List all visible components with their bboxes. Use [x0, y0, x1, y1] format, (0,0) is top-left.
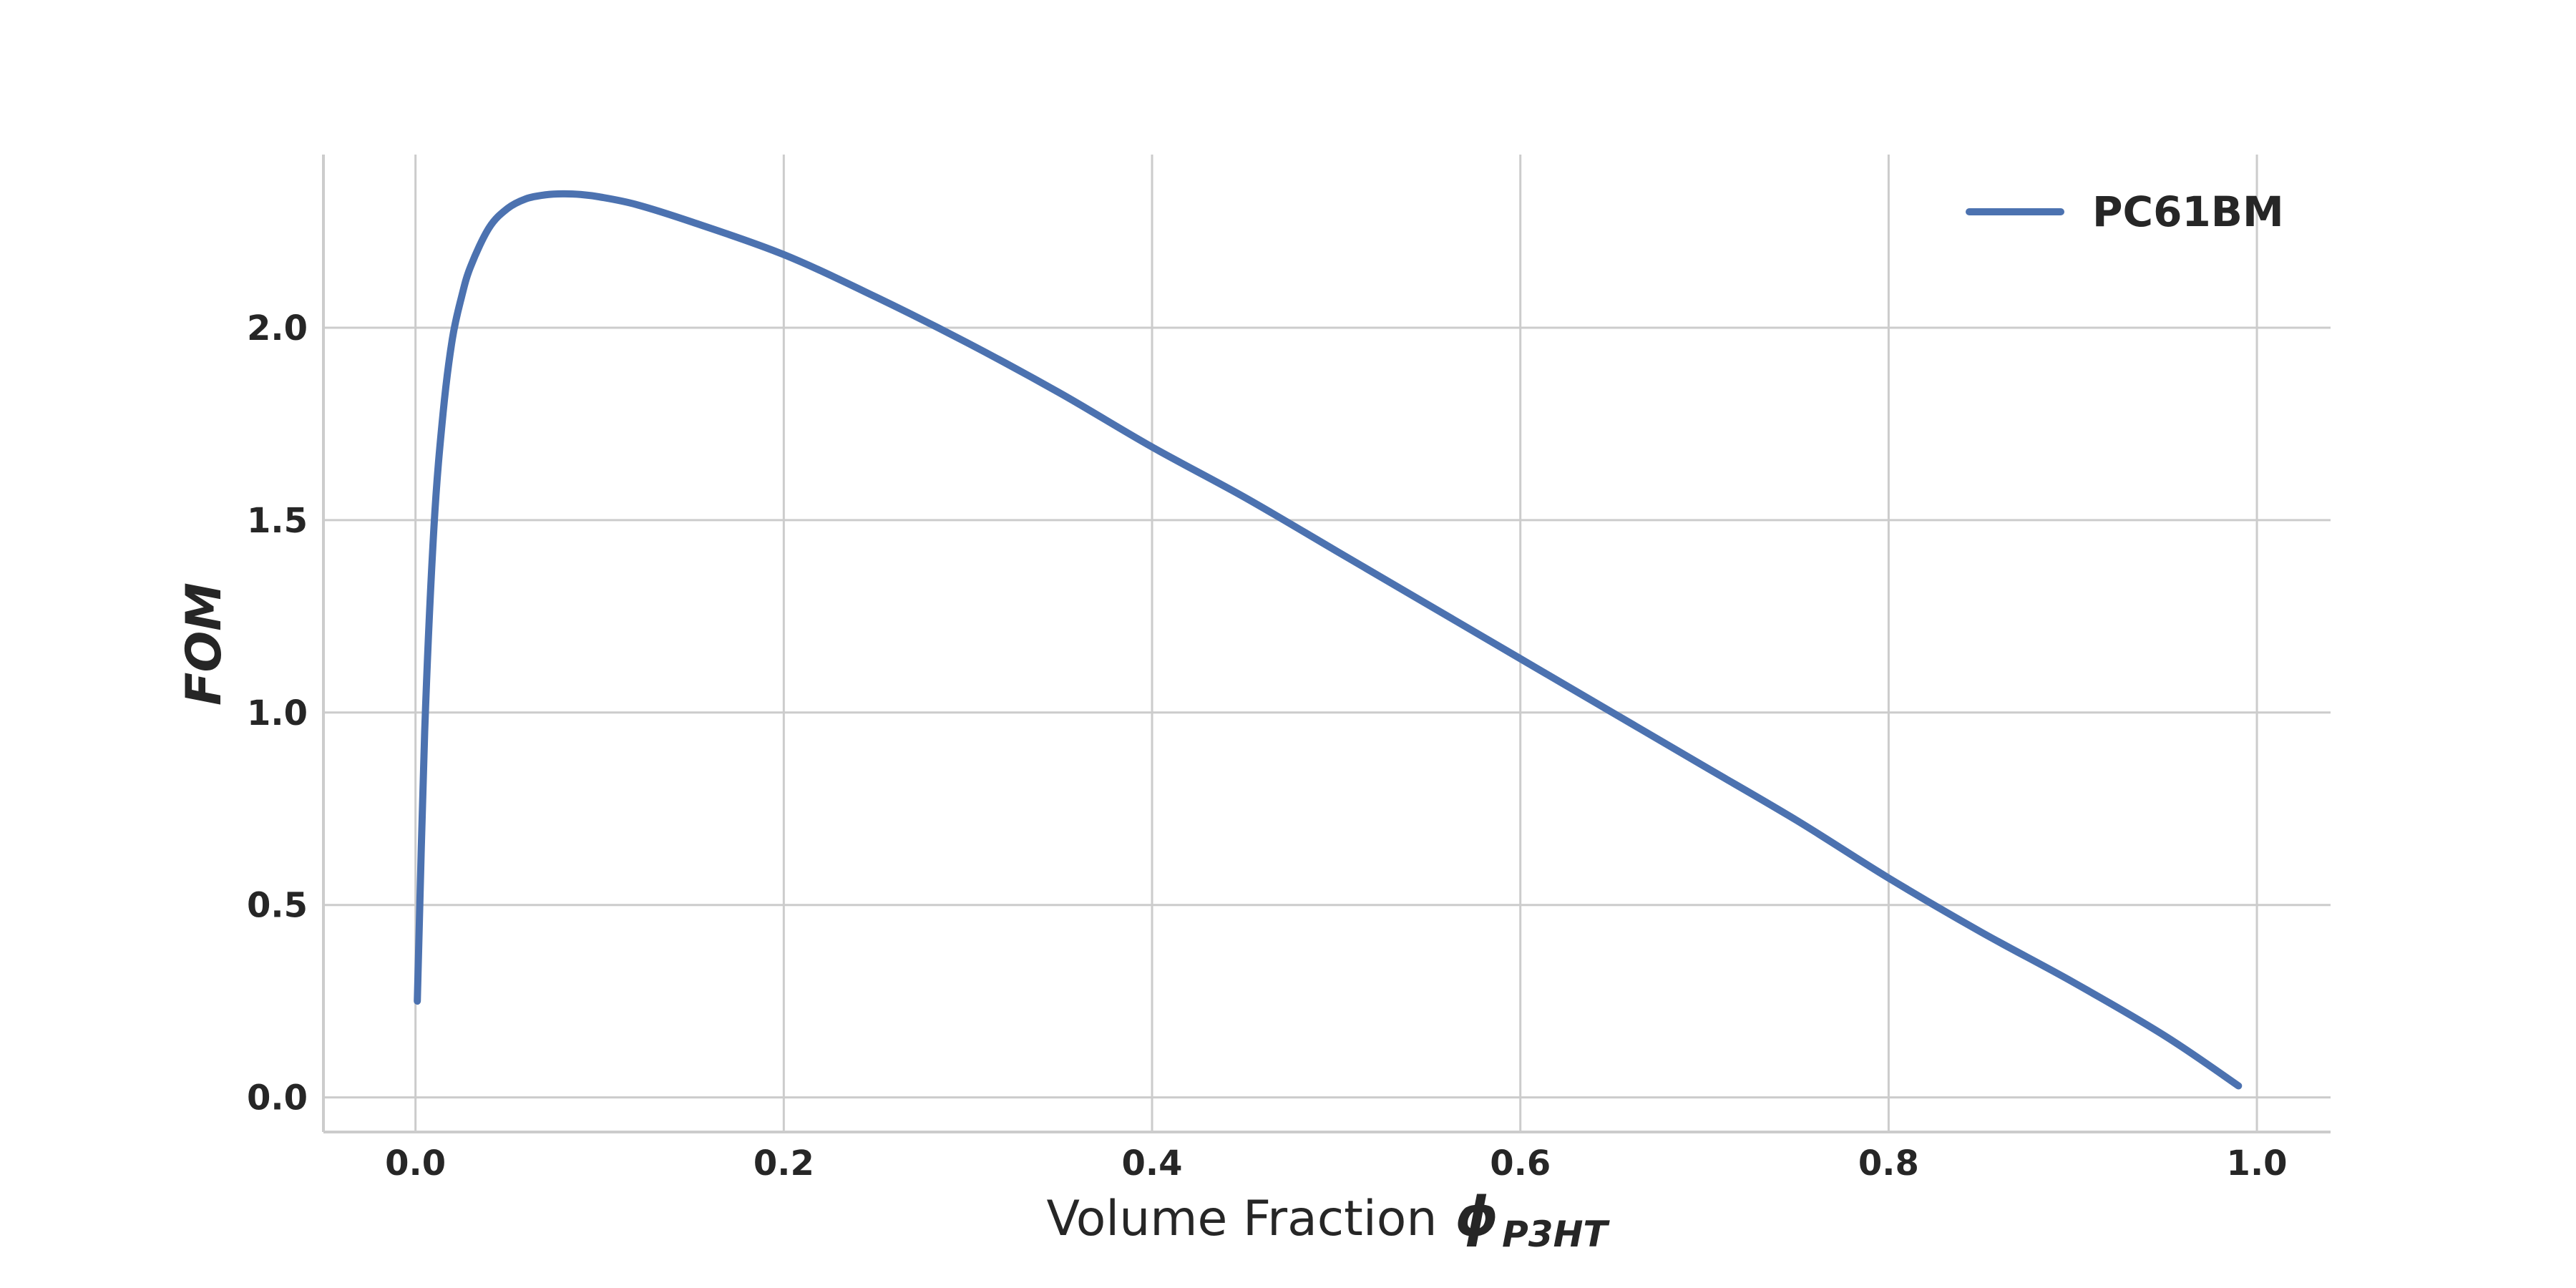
x-tick-label: 0.6: [1490, 1143, 1551, 1184]
y-tick-labels: 0.0 0.5 1.0 1.5 2.0: [247, 308, 308, 1118]
y-tick-label: 2.0: [247, 308, 308, 348]
legend-label-pc61bm: PC61BM: [2092, 187, 2284, 236]
x-tick-label: 0.4: [1122, 1143, 1183, 1184]
legend: PC61BM: [1966, 187, 2284, 236]
x-axis-label: Volume Fraction ϕ P3HT: [1046, 1184, 1610, 1255]
series-lines: [414, 190, 2243, 1090]
y-tick-label: 0.5: [247, 886, 308, 926]
axis-spines: [322, 155, 2331, 1133]
x-axis-label-symbol: ϕ: [1455, 1184, 1499, 1248]
x-axis-label-subscript: P3HT: [1502, 1214, 1610, 1255]
y-axis-label: FOM: [176, 582, 233, 706]
x-tick-label: 0.2: [753, 1143, 814, 1184]
series-line-pc61bm: [414, 190, 2243, 1090]
grid-lines: [323, 155, 2331, 1132]
y-tick-label: 0.0: [247, 1078, 308, 1118]
x-tick-label: 0.0: [385, 1143, 446, 1184]
y-tick-label: 1.5: [247, 501, 308, 541]
x-axis-label-text: Volume Fraction: [1046, 1191, 1437, 1247]
y-tick-label: 1.0: [247, 693, 308, 733]
x-tick-label: 0.8: [1858, 1143, 1919, 1184]
x-tick-labels: 0.0 0.2 0.4 0.6 0.8 1.0: [385, 1143, 2287, 1184]
x-tick-label: 1.0: [2227, 1143, 2288, 1184]
